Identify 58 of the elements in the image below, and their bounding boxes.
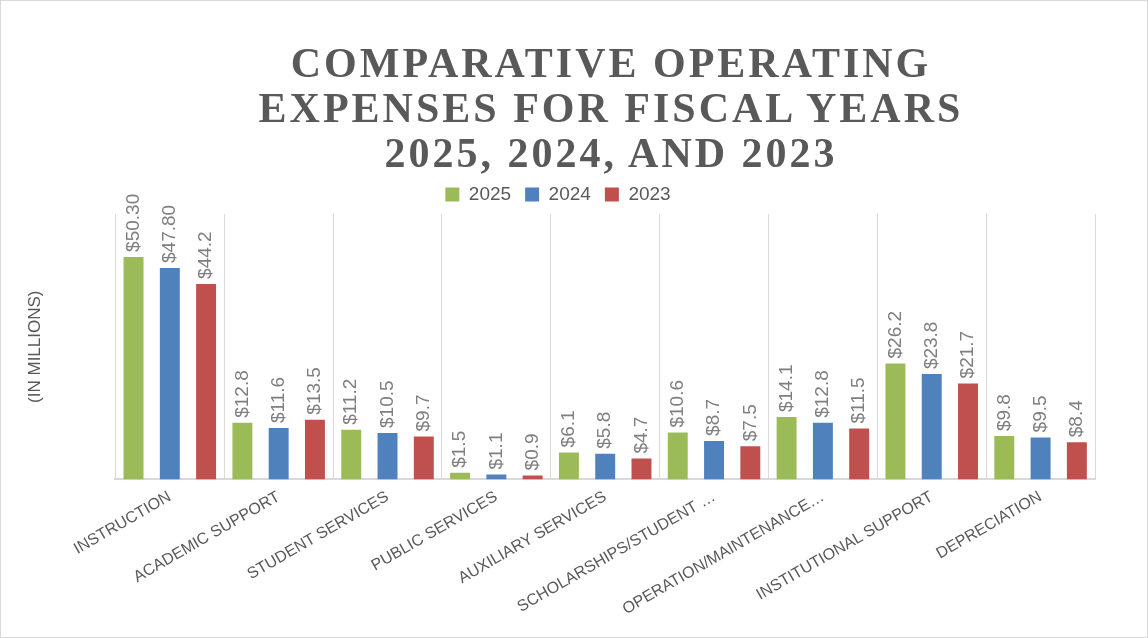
bar [232, 422, 253, 480]
data-label: $0.9 [520, 433, 542, 471]
bar [450, 472, 471, 480]
data-label: $12.8 [230, 370, 252, 418]
data-label: $13.5 [303, 367, 325, 415]
bar [921, 374, 942, 480]
data-label: $7.5 [738, 404, 760, 442]
bar [776, 417, 797, 480]
data-label: $21.7 [956, 330, 978, 379]
bar [885, 363, 906, 480]
bar [123, 256, 144, 480]
chart-title: COMPARATIVE OPERATING EXPENSES FOR FISCAL YEARS 2025, 2024, AND 2023 [257, 40, 965, 176]
data-label: $9.7 [412, 394, 434, 432]
data-label: $8.4 [1065, 399, 1087, 438]
data-label: $11.6 [266, 376, 288, 424]
bar [1066, 442, 1087, 480]
bar [304, 419, 325, 480]
bar [159, 267, 180, 480]
bar [812, 422, 833, 480]
bar [595, 453, 616, 480]
data-label: $47.80 [158, 204, 180, 263]
data-label: $9.8 [992, 394, 1014, 432]
data-label: $26.2 [883, 310, 905, 359]
bar [341, 429, 362, 480]
bar [1030, 437, 1051, 480]
legend-label: 2024 [548, 182, 592, 204]
data-label: $10.5 [375, 380, 397, 428]
data-label: $9.5 [1028, 395, 1050, 433]
bar [558, 452, 579, 480]
data-label: $11.5 [847, 377, 869, 424]
data-label: $6.1 [557, 410, 579, 448]
bar [631, 458, 652, 480]
y-axis-title: (IN MILLIONS) [24, 290, 44, 403]
data-label: $5.8 [593, 411, 615, 449]
bar [268, 428, 289, 480]
data-label: $1.1 [484, 432, 506, 470]
bar [704, 440, 725, 480]
data-label: $23.8 [919, 321, 941, 370]
bar [740, 446, 761, 480]
data-label: $44.2 [194, 231, 216, 279]
bar [196, 283, 217, 480]
bar [958, 383, 978, 480]
bar [994, 436, 1015, 480]
bar [522, 475, 543, 480]
data-label: $12.8 [811, 370, 833, 418]
bar [667, 432, 688, 480]
data-label: $14.1 [774, 364, 796, 413]
data-label: $50.30 [121, 193, 143, 252]
data-label: $11.2 [339, 378, 361, 425]
data-label: $8.7 [702, 398, 724, 436]
legend-label: 2023 [628, 182, 671, 204]
legend-label: 2025 [468, 182, 512, 204]
data-label: $1.5 [448, 430, 470, 468]
bar [413, 436, 434, 480]
data-label: $4.7 [629, 416, 651, 454]
bar [377, 432, 398, 480]
bar [849, 428, 870, 480]
data-label: $10.6 [666, 379, 687, 428]
